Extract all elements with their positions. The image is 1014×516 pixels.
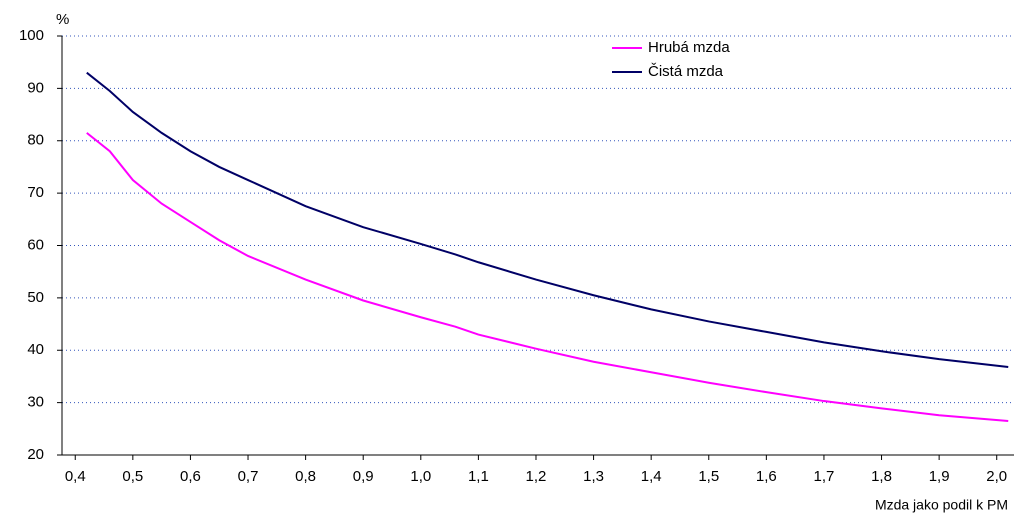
y-tick-label: 80 [27,132,44,149]
x-tick-label: 1,3 [583,468,604,485]
x-tick-label: 1,2 [526,468,547,485]
legend-label: Čistá mzda [648,63,724,80]
x-tick-label: 0,9 [353,468,374,485]
series-line [86,71,1009,369]
y-tick-label: 50 [27,289,44,306]
series-line [86,132,1009,422]
y-tick-label: 60 [27,236,44,253]
x-tick-label: 2,0 [986,468,1007,485]
x-tick-label: 1,1 [468,468,489,485]
x-tick-label: 0,7 [238,468,259,485]
x-tick-label: 0,8 [295,468,316,485]
y-tick-label: 20 [27,446,44,463]
x-tick-label: 1,7 [814,468,835,485]
y-tick-label: 100 [19,27,44,44]
x-tick-label: 1,8 [871,468,892,485]
x-tick-label: 1,4 [641,468,662,485]
y-tick-label: 70 [27,184,44,201]
x-tick-label: 0,4 [65,468,86,485]
x-tick-label: 1,0 [410,468,431,485]
x-tick-label: 1,6 [756,468,777,485]
y-tick-label: 90 [27,79,44,96]
x-tick-label: 1,5 [698,468,719,485]
y-tick-label: 30 [27,394,44,411]
y-axis-label: % [56,11,69,28]
x-tick-label: 1,9 [929,468,950,485]
legend-label: Hrubá mzda [648,39,730,56]
x-tick-label: 0,6 [180,468,201,485]
x-axis-label: Mzda jako podil k PM [875,497,1008,513]
y-tick-label: 40 [27,341,44,358]
x-tick-label: 0,5 [122,468,143,485]
